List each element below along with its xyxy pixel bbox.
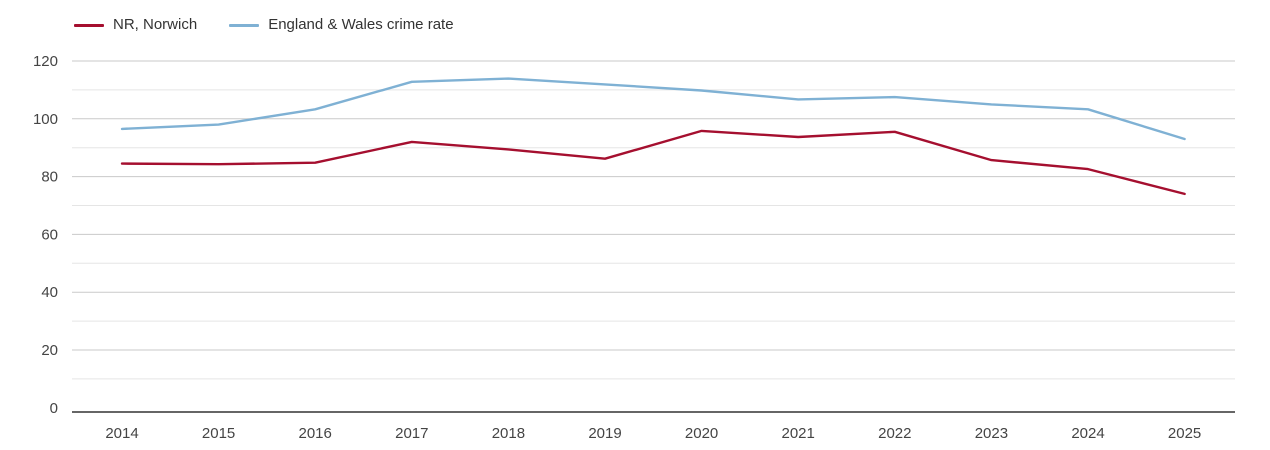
y-tick-label: 80 — [41, 169, 58, 186]
x-tick-label: 2022 — [878, 425, 911, 442]
x-tick-label: 2019 — [588, 425, 621, 442]
legend-label-nr-norwich: NR, Norwich — [113, 16, 198, 33]
series-line-nr-norwich — [120, 129, 1186, 196]
y-tick-label: 0 — [50, 400, 58, 417]
series-line-england-wales-crime-rate — [120, 77, 1186, 141]
legend-swatch-england-wales-icon — [229, 23, 260, 27]
x-tick-label: 2018 — [492, 425, 525, 442]
legend-item-nr-norwich[interactable]: NR, Norwich — [74, 14, 197, 36]
x-tick-label: 2024 — [1071, 425, 1104, 442]
y-tick-label: 120 — [33, 53, 58, 70]
x-tick-label: 2017 — [395, 425, 428, 442]
y-tick-label: 100 — [33, 111, 58, 128]
x-tick-label: 2023 — [975, 425, 1008, 442]
x-tick-label: 2021 — [782, 425, 815, 442]
y-tick-label: 20 — [41, 342, 58, 359]
x-tick-label: 2014 — [105, 425, 138, 442]
x-tick-label: 2015 — [202, 425, 235, 442]
chart-legend: NR, Norwich England & Wales crime rate — [74, 14, 454, 36]
legend-swatch-nr-norwich-icon — [74, 23, 104, 27]
x-tick-label: 2025 — [1168, 425, 1201, 442]
x-tick-label: 2016 — [299, 425, 332, 442]
legend-item-england-wales[interactable]: England & Wales crime rate — [229, 14, 454, 36]
legend-label-england-wales: England & Wales crime rate — [268, 16, 454, 33]
y-tick-label: 40 — [41, 284, 58, 301]
y-tick-label: 60 — [41, 226, 58, 243]
x-tick-label: 2020 — [685, 425, 718, 442]
